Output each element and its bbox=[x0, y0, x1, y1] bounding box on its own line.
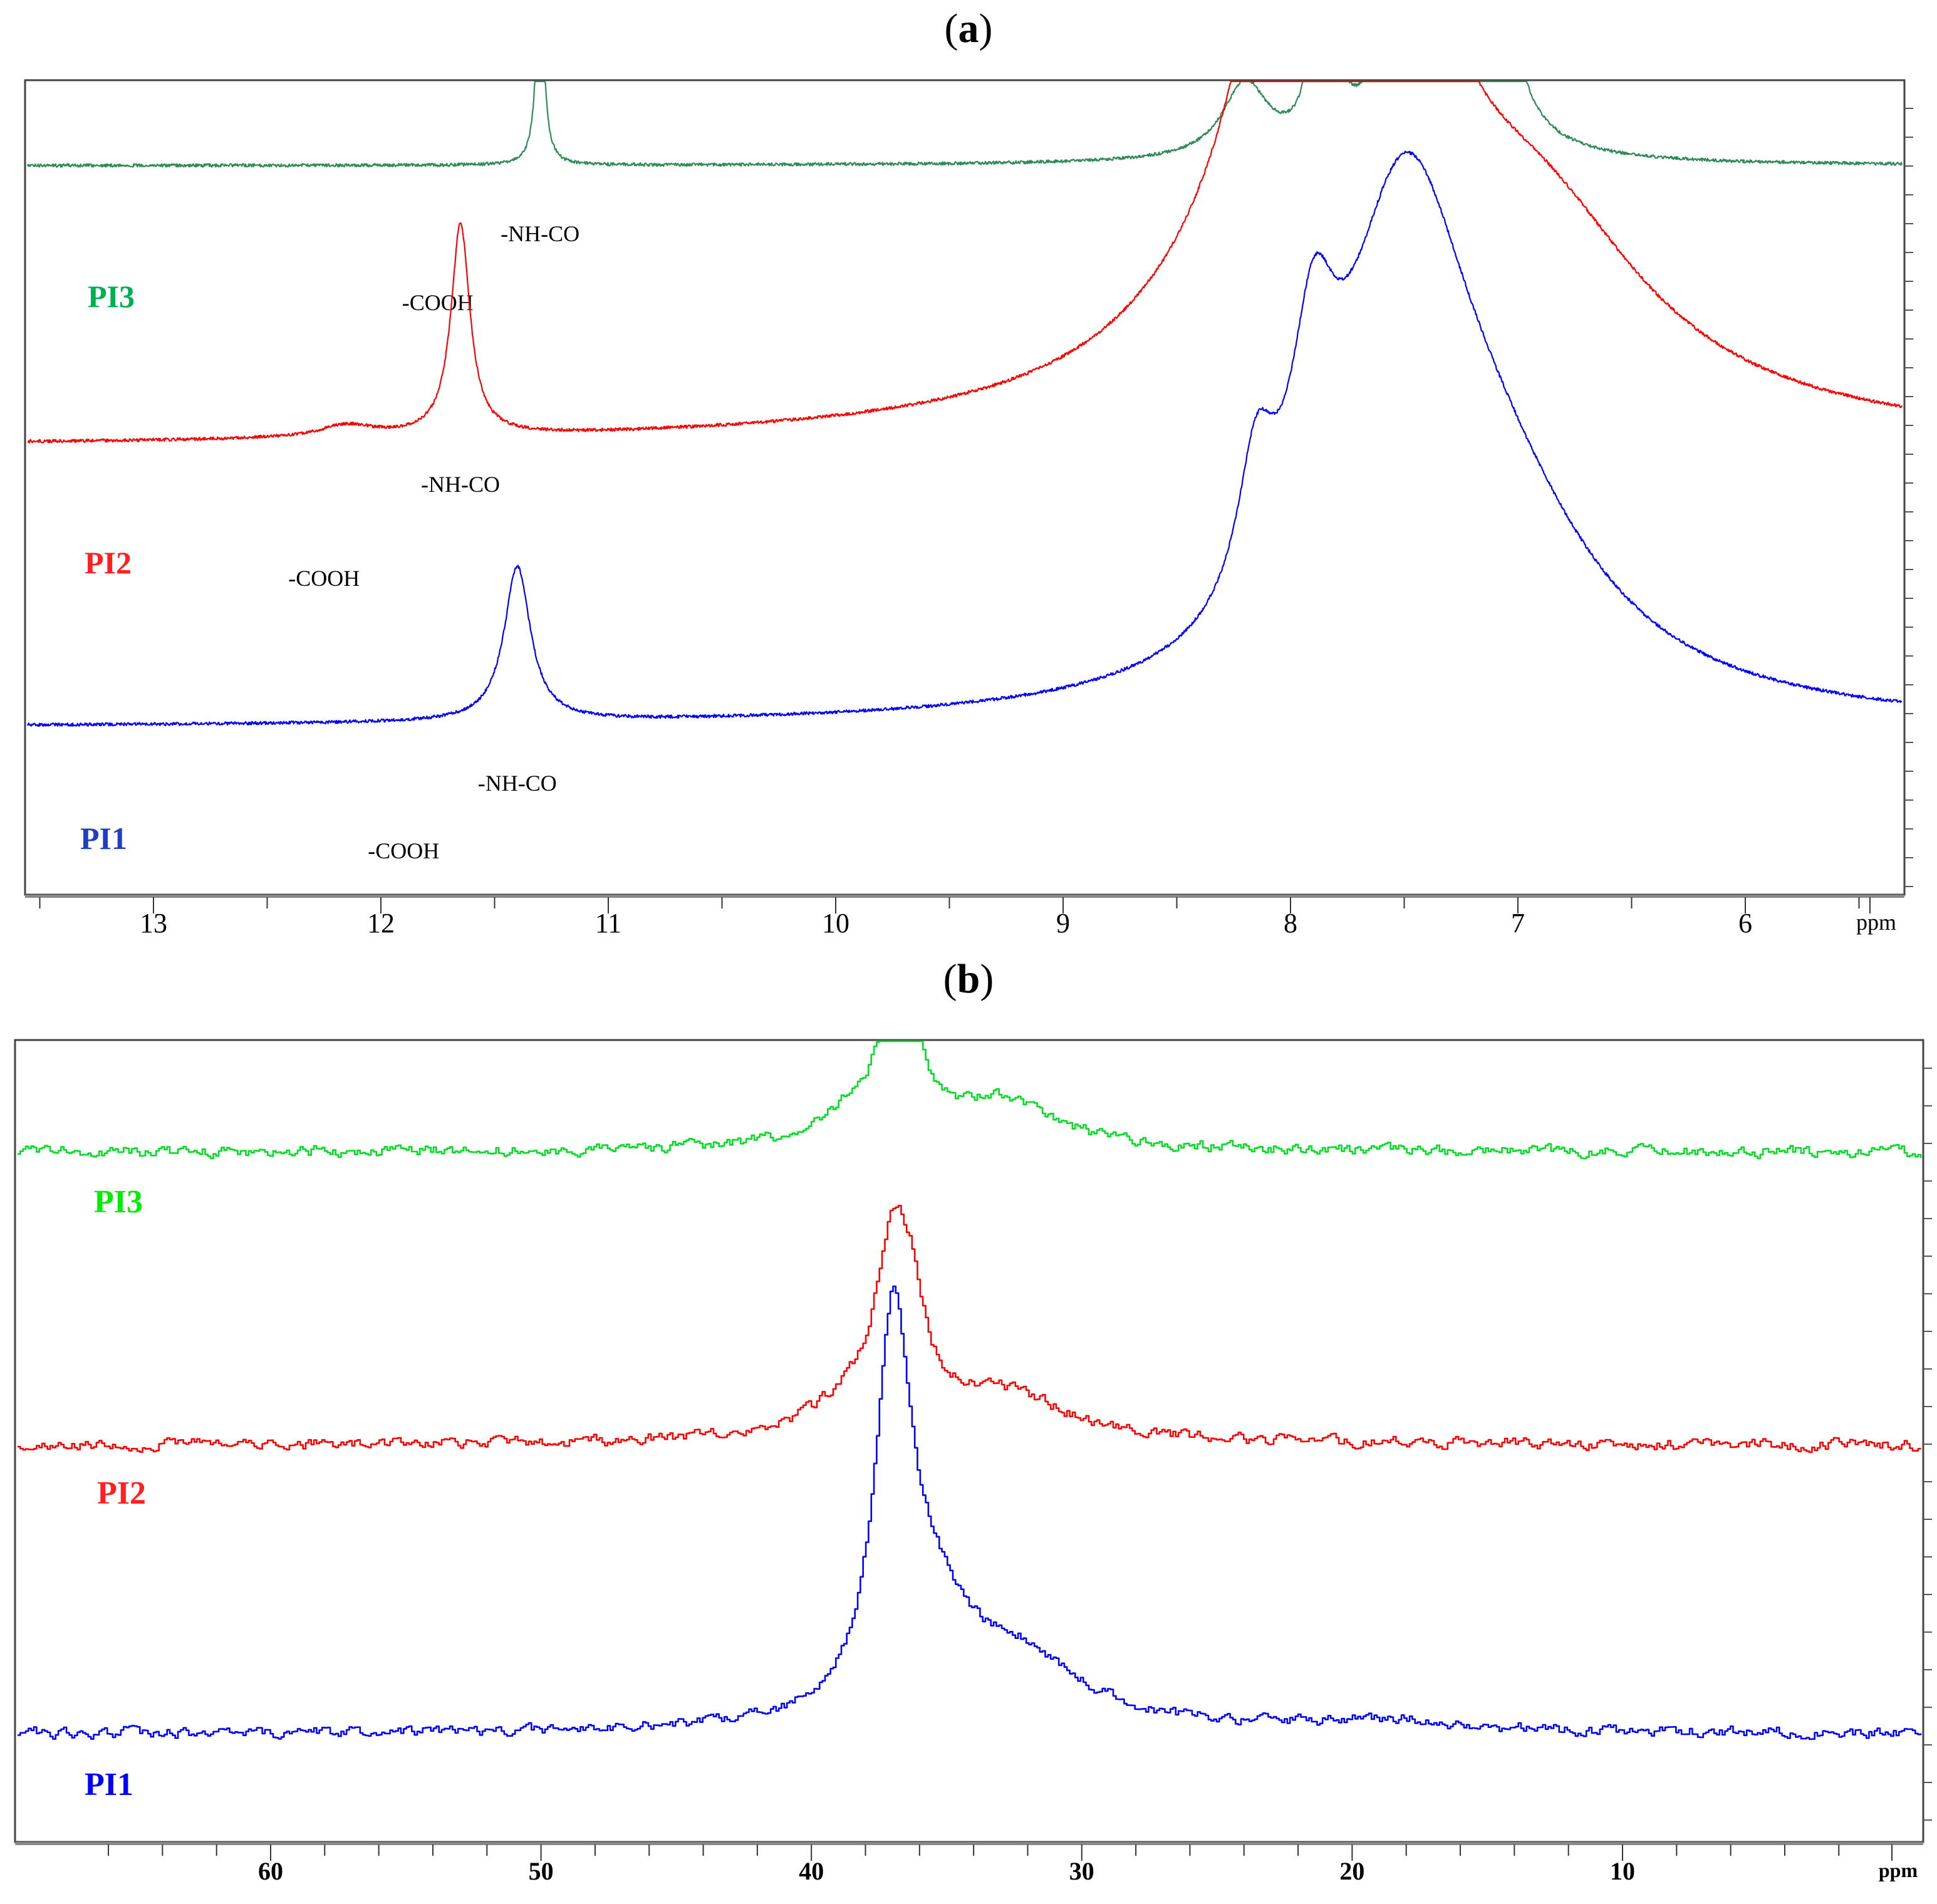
plot-frame bbox=[14, 1039, 1924, 1843]
series-label-pi3: PI3 bbox=[88, 279, 135, 314]
x-tick-label: 20 bbox=[1339, 1857, 1364, 1885]
series-label-pi2: PI2 bbox=[97, 1475, 146, 1511]
peak-annotation: -NH-CO bbox=[421, 472, 500, 497]
x-axis-line bbox=[15, 1842, 1923, 1845]
x-axis-unit-label: ppm bbox=[1856, 910, 1896, 935]
spectrum-line-pi2 bbox=[18, 1205, 1922, 1454]
plot-frame bbox=[24, 79, 1906, 896]
peak-annotation: -COOH bbox=[288, 566, 360, 591]
title-paren-open: ( bbox=[944, 6, 958, 51]
series-label-pi3: PI3 bbox=[94, 1184, 143, 1220]
x-tick-label: 8 bbox=[1284, 908, 1297, 939]
peak-annotation: -COOH bbox=[368, 838, 439, 863]
peak-annotation: -COOH bbox=[402, 290, 474, 315]
spectrum-line-pi3 bbox=[26, 80, 1903, 168]
peak-annotation: -NH-CO bbox=[501, 221, 579, 246]
x-tick-label: 6 bbox=[1738, 908, 1752, 939]
title-letter: a bbox=[958, 6, 979, 51]
spectrum-line-pi1 bbox=[18, 1285, 1922, 1740]
spectrum-line-pi2 bbox=[27, 80, 1903, 444]
series-label-pi2: PI2 bbox=[85, 545, 132, 580]
spectrum-line-pi1 bbox=[26, 150, 1903, 727]
x-tick-label: 13 bbox=[140, 908, 167, 939]
x-tick-label: 60 bbox=[258, 1857, 283, 1885]
panel-b-title: (b) bbox=[875, 955, 1062, 1003]
title-letter: b bbox=[957, 956, 980, 1002]
x-tick-label: 30 bbox=[1069, 1857, 1094, 1885]
title-paren-open: ( bbox=[943, 956, 957, 1002]
x-tick-label: 40 bbox=[799, 1857, 824, 1885]
panel-a-chart: 13 12 11 10 9 8 7 6 ppm PI3 -NH-CO -COOH PI2 -NH-CO -C… bbox=[24, 79, 1913, 939]
x-axis-line bbox=[25, 895, 1904, 898]
x-tick-label: 10 bbox=[1610, 1857, 1635, 1885]
x-tick-label: 50 bbox=[529, 1857, 554, 1885]
peak-annotation: -NH-CO bbox=[478, 771, 557, 796]
x-tick-label: 7 bbox=[1511, 908, 1525, 939]
x-tick-label: 10 bbox=[822, 908, 849, 939]
series-label-pi1: PI1 bbox=[80, 821, 127, 856]
panel-a-title: (a) bbox=[875, 5, 1062, 53]
spectrum-line-pi3 bbox=[18, 1040, 1922, 1160]
panel-b-chart: 60 50 40 30 20 10 ppm PI3 PI2 PI1 bbox=[14, 1039, 1932, 1885]
series-label-pi1: PI1 bbox=[85, 1767, 133, 1803]
x-tick-label: 9 bbox=[1056, 908, 1070, 939]
title-paren-close: ) bbox=[980, 956, 994, 1002]
x-tick-label: 12 bbox=[367, 908, 395, 939]
title-paren-close: ) bbox=[979, 6, 993, 51]
x-axis-unit-label: ppm bbox=[1879, 1859, 1918, 1881]
x-tick-label: 11 bbox=[595, 908, 621, 939]
